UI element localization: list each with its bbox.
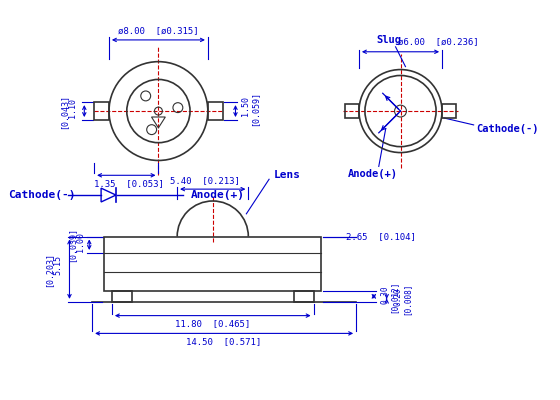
Text: Anode(+): Anode(+) [348, 169, 398, 179]
Text: 1.50: 1.50 [241, 96, 250, 116]
Bar [104, 236, 321, 291]
Text: [0.008]: [0.008] [402, 283, 411, 315]
Text: 0.30: 0.30 [380, 285, 389, 304]
Text: 11.80  [0.465]: 11.80 [0.465] [175, 319, 250, 328]
Text: [0.012]: [0.012] [389, 280, 398, 312]
Text: 2.65  [0.104]: 2.65 [0.104] [346, 232, 416, 241]
Bar [208, 102, 223, 120]
Text: 1.35  [0.053]: 1.35 [0.053] [94, 179, 164, 188]
Text: 1.00: 1.00 [76, 232, 85, 252]
Text: 14.50  [0.571]: 14.50 [0.571] [186, 337, 262, 346]
Text: Cathode(-): Cathode(-) [8, 190, 76, 200]
Bar [345, 104, 359, 118]
Text: [0.059]: [0.059] [250, 91, 259, 126]
Text: 0.20: 0.20 [393, 288, 402, 306]
Text: 5.15: 5.15 [53, 255, 62, 275]
Text: ø6.00  [ø0.236]: ø6.00 [ø0.236] [398, 37, 478, 46]
Text: Slug: Slug [376, 35, 401, 45]
Bar [112, 291, 132, 302]
Text: 5.40  [0.213]: 5.40 [0.213] [170, 176, 240, 185]
Text: Anode(+): Anode(+) [191, 190, 245, 200]
Bar [94, 102, 109, 120]
Text: 1.10: 1.10 [68, 98, 77, 118]
Bar [294, 291, 314, 302]
Bar [442, 104, 456, 118]
Text: [0.043]: [0.043] [59, 94, 68, 128]
Text: Cathode(-): Cathode(-) [477, 124, 539, 134]
Text: [0.203]: [0.203] [44, 252, 53, 287]
Text: [0.039]: [0.039] [67, 227, 76, 262]
Text: ø8.00  [ø0.315]: ø8.00 [ø0.315] [118, 26, 199, 36]
Text: Lens: Lens [273, 170, 300, 180]
